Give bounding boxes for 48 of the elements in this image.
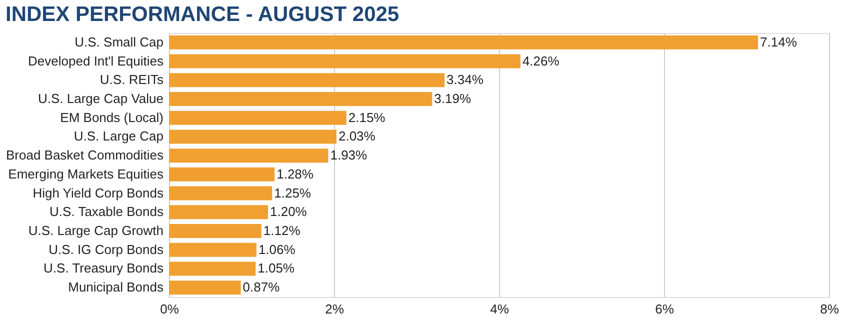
y-tick-label: U.S. Large Cap — [74, 128, 164, 144]
x-tick-label: 2% — [325, 302, 344, 316]
data-label: 1.28% — [276, 166, 314, 182]
y-tick-label: U.S. Large Cap Growth — [28, 223, 164, 238]
bar — [169, 280, 241, 295]
bar — [169, 110, 346, 125]
y-tick-label: Municipal Bonds — [68, 280, 164, 295]
data-label: 1.25% — [274, 185, 312, 200]
y-tick-label: Developed Int'l Equities — [28, 53, 164, 68]
data-label: 0.87% — [242, 280, 280, 295]
bar — [169, 35, 758, 50]
data-label: 1.93% — [330, 148, 368, 163]
bar — [169, 130, 336, 144]
bar — [169, 262, 256, 276]
bar — [169, 54, 520, 68]
data-label: 7.14% — [760, 34, 798, 50]
data-label: 2.03% — [338, 128, 376, 144]
bar — [169, 167, 275, 182]
y-tick-label: U.S. Taxable Bonds — [50, 204, 164, 220]
y-tick-label: U.S. Treasury Bonds — [44, 260, 164, 276]
y-tick-label: U.S. Large Cap Value — [38, 91, 164, 106]
y-tick-label: EM Bonds (Local) — [60, 110, 164, 125]
data-label: 3.34% — [446, 72, 484, 88]
data-label: 4.26% — [522, 53, 560, 68]
y-tick-label: Broad Basket Commodities — [6, 148, 164, 163]
data-label: 1.20% — [270, 204, 308, 220]
x-tick-label: 8% — [820, 302, 840, 316]
data-label: 1.06% — [258, 242, 296, 257]
chart-title: INDEX PERFORMANCE - AUGUST 2025 — [5, 3, 400, 26]
bar — [169, 224, 262, 238]
y-tick-label: U.S. Small Cap — [74, 34, 164, 50]
data-label: 1.05% — [258, 260, 295, 276]
y-tick-label: U.S. REITs — [100, 72, 164, 88]
bar — [169, 242, 256, 257]
bar — [169, 186, 272, 200]
bar — [169, 205, 268, 220]
bar — [169, 148, 328, 163]
data-label: 1.12% — [263, 223, 301, 238]
x-tick-label: 6% — [655, 302, 674, 316]
data-label: 2.15% — [348, 110, 386, 125]
data-label: 3.19% — [434, 91, 472, 106]
y-tick-label: U.S. IG Corp Bonds — [48, 242, 164, 257]
y-tick-label: Emerging Markets Equities — [8, 166, 164, 182]
x-tick-label: 4% — [490, 302, 510, 316]
x-tick-label: 0% — [160, 302, 180, 316]
y-tick-label: High Yield Corp Bonds — [32, 185, 164, 200]
bar — [169, 92, 432, 106]
bar — [169, 73, 445, 88]
